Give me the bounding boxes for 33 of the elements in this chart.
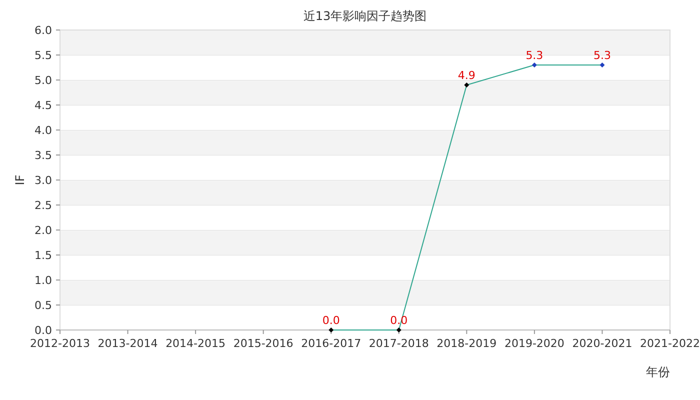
y-tick-label: 2.0 <box>34 224 52 237</box>
y-tick-label: 4.0 <box>34 124 52 137</box>
x-tick-label: 2016-2017 <box>301 337 362 350</box>
x-tick-label: 2013-2014 <box>98 337 158 350</box>
x-tick-label: 2019-2020 <box>504 337 564 350</box>
point <box>600 62 605 68</box>
x-tick-label: 2018-2019 <box>436 337 497 350</box>
point <box>464 82 470 88</box>
x-tick-label: 2021-2022 <box>640 337 700 350</box>
y-tick-label: 5.0 <box>34 74 52 87</box>
chart-title: 近13年影响因子趋势图 <box>303 9 427 23</box>
data-label: 5.3 <box>526 49 544 62</box>
x-axis-title: 年份 <box>646 365 670 379</box>
data-label: 4.9 <box>458 69 476 82</box>
x-tick-label: 2014-2015 <box>166 337 226 350</box>
y-tick-label: 0.5 <box>34 299 52 312</box>
y-tick-label: 1.0 <box>34 274 52 287</box>
y-tick-label: 2.5 <box>34 199 52 212</box>
x-tick-label: 2012-2013 <box>30 337 90 350</box>
y-tick-label: 3.0 <box>34 174 52 187</box>
data-label: 0.0 <box>322 314 340 327</box>
point <box>532 62 537 68</box>
x-tick-label: 2015-2016 <box>233 337 294 350</box>
x-tick-label: 2017-2018 <box>368 337 429 350</box>
y-tick-label: 0.0 <box>34 324 52 337</box>
y-tick-label: 4.5 <box>34 99 52 112</box>
x-tick-label: 2020-2021 <box>572 337 632 350</box>
y-tick-label: 1.5 <box>34 249 52 262</box>
y-tick-label: 5.5 <box>34 49 52 62</box>
data-label: 5.3 <box>593 49 611 62</box>
y-tick-label: 6.0 <box>34 24 52 37</box>
y-tick-label: 3.5 <box>34 149 52 162</box>
y-axis-title: IF <box>13 174 27 186</box>
